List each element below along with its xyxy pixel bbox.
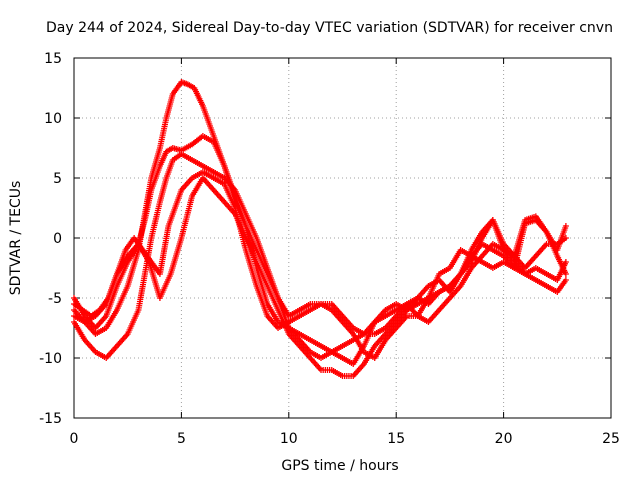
x-axis-tick-labels: 0 5 10 15 20 25 <box>70 431 620 447</box>
y-tick-label: 10 <box>44 111 62 127</box>
data-marks <box>71 79 569 379</box>
y-tick-label: -15 <box>39 411 62 427</box>
data-point <box>562 259 569 265</box>
y-tick-label: -10 <box>39 351 62 367</box>
series-5 <box>71 169 569 337</box>
x-tick-label: 25 <box>602 431 620 447</box>
y-tick-label: 15 <box>44 51 62 67</box>
axis-ticks <box>73 57 612 419</box>
x-tick-label: 5 <box>177 431 186 447</box>
grid <box>74 58 611 418</box>
y-axis-label: SDTVAR / TECUs <box>8 181 24 296</box>
x-tick-label: 10 <box>280 431 298 447</box>
x-axis-label: GPS time / hours <box>281 458 398 474</box>
data-point <box>562 271 569 277</box>
y-tick-label: 0 <box>53 231 62 247</box>
data-point <box>562 223 569 229</box>
y-tick-label: 5 <box>53 171 62 187</box>
x-tick-label: 20 <box>495 431 513 447</box>
x-tick-label: 15 <box>387 431 405 447</box>
x-tick-label: 0 <box>70 431 79 447</box>
y-tick-label: -5 <box>48 291 62 307</box>
y-axis-tick-labels: -15 -10 -5 0 5 10 15 <box>39 51 62 427</box>
chart-title: Day 244 of 2024, Sidereal Day-to-day VTE… <box>46 20 613 36</box>
data-point <box>562 277 569 283</box>
